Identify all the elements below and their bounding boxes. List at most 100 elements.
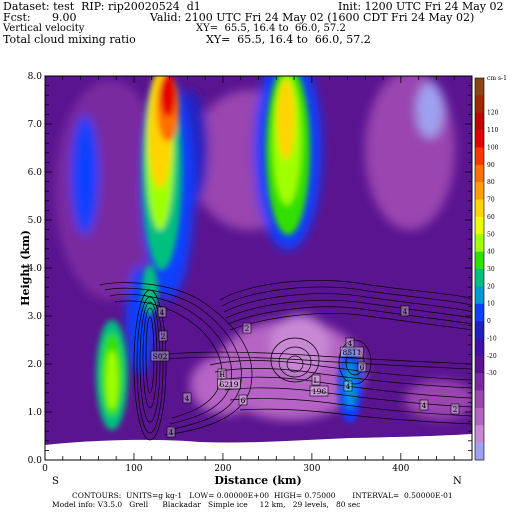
contour-label: 4 — [160, 308, 165, 317]
contour-label-box — [217, 378, 241, 390]
valid-time: Valid: 2100 UTC Fri 24 May 02 (1600 CDT … — [150, 11, 475, 24]
colorbar-segment — [475, 147, 484, 166]
colorbar-segment — [475, 182, 484, 200]
x-axis: 0 100 200 300 400 — [42, 76, 473, 474]
y-tick-label: 7.0 — [28, 120, 43, 130]
contour-label-box — [309, 385, 329, 397]
colorbar-unit: cm s-1 — [487, 75, 507, 82]
colorbar-segment — [475, 442, 484, 461]
contour-label-box — [158, 330, 168, 342]
contour-label: 2 — [453, 405, 458, 414]
contour-line — [114, 300, 222, 419]
y-tick-label: 1.0 — [28, 408, 43, 418]
colorbar-label: 60 — [487, 214, 495, 221]
contour-line — [270, 337, 320, 383]
colorbar-segment — [475, 251, 484, 270]
contour-label-box — [340, 346, 364, 358]
colorbar-label: 40 — [487, 249, 495, 256]
contour-line — [214, 368, 472, 389]
colorbar-segment — [475, 112, 484, 131]
colorbar-segment — [475, 425, 484, 443]
contour-line — [239, 408, 472, 425]
contour-line — [159, 356, 472, 370]
colorbar-segment — [475, 390, 484, 409]
colorbar-segment — [475, 373, 484, 391]
model-info: Model info: V3.5.0 Grell Blackadar Simpl… — [52, 500, 361, 509]
contour-label-box — [311, 374, 321, 386]
contour-line — [209, 360, 472, 381]
contour-line — [229, 313, 472, 331]
contour-line — [225, 299, 472, 319]
colorbar-segment — [475, 355, 484, 374]
contour-line — [136, 296, 164, 434]
colorbar-segment — [475, 95, 484, 114]
x-axis-end-label-left: S — [52, 476, 59, 487]
colorbar-label: -10 — [487, 335, 497, 342]
contour-line — [219, 376, 472, 399]
contour-label: 2 — [245, 324, 250, 333]
colorbar-segment — [475, 164, 484, 183]
y-axis-label: Height (km) — [19, 230, 32, 306]
y-tick-label: 5.0 — [28, 216, 43, 226]
contour-label: 196 — [312, 387, 327, 396]
x-tick-label: 200 — [214, 464, 231, 474]
contour-group — [159, 280, 472, 425]
contour-line — [286, 355, 304, 373]
contour-label: 4 — [185, 394, 190, 403]
contour-line — [145, 316, 155, 394]
shade-region — [160, 76, 176, 117]
contour-label: L — [314, 376, 319, 385]
contour-line — [99, 282, 253, 436]
dataset-label: Dataset: test RIP: rip20020524 d1 — [3, 0, 201, 13]
x-tick-label: 100 — [125, 464, 142, 474]
cross-section-xy-1: XY= 65.5, 16.4 to 66.0, 57.2 — [196, 23, 346, 34]
contour-line — [159, 351, 472, 365]
colorbar-segment — [475, 303, 484, 322]
y-tick-label: 0.0 — [28, 456, 43, 466]
colorbar-label: 90 — [487, 162, 495, 169]
shade-region — [270, 315, 330, 375]
velocity-shading — [45, 76, 472, 460]
x-axis-end-label-right: N — [453, 476, 462, 487]
contour-label-box — [343, 380, 353, 392]
x-axis-label: Distance (km) — [214, 474, 301, 487]
contour-label: 4 — [169, 428, 174, 437]
contour-label-box — [166, 426, 176, 438]
colorbar-label: -30 — [487, 370, 497, 377]
shade-region — [344, 361, 356, 409]
colorbar-label: 30 — [487, 266, 495, 273]
contour-label: 8511 — [342, 348, 361, 357]
shade-region — [190, 355, 260, 415]
contour-label: H — [219, 370, 226, 379]
contour-group — [99, 282, 253, 441]
contour-label-box — [450, 403, 460, 415]
shade-region — [416, 82, 444, 138]
contour-label: 4 — [422, 401, 427, 410]
contour-label: 4 — [348, 339, 353, 348]
colorbar-label: 80 — [487, 179, 495, 186]
y-axis: 0.0 1.0 2.0 3.0 4.0 5.0 6.0 7.0 8.0 — [28, 72, 472, 466]
colorbar-segment — [475, 321, 484, 339]
x-tick-label: 0 — [42, 464, 48, 474]
contour-label-box — [238, 394, 248, 406]
colorbar-label: 70 — [487, 197, 495, 204]
colorbar-label: 100 — [487, 144, 499, 151]
contour-label-box — [182, 392, 192, 404]
contour-label-box — [357, 361, 367, 373]
field-vertical-velocity: Vertical velocity — [3, 23, 85, 34]
x-tick-label: 400 — [392, 464, 409, 474]
contour-label: 6 — [360, 363, 365, 372]
colorbar-segment — [475, 269, 484, 287]
colorbar-label: 120 — [487, 110, 499, 117]
y-tick-label: 2.0 — [28, 360, 43, 370]
init-time: Init: 1200 UTC Fri 24 May 02 — [338, 0, 504, 13]
contour-info: CONTOURS: UNITS=g kg-1 LOW= 0.00000E+00 … — [72, 491, 453, 500]
contour-label: 6219 — [219, 380, 238, 389]
contour-label-box — [400, 305, 410, 317]
fcst-value: 9.00 — [52, 11, 77, 24]
y-tick-label: 3.0 — [28, 312, 43, 322]
y-tick-label: 6.0 — [28, 168, 43, 178]
contour-label-box — [419, 399, 429, 411]
